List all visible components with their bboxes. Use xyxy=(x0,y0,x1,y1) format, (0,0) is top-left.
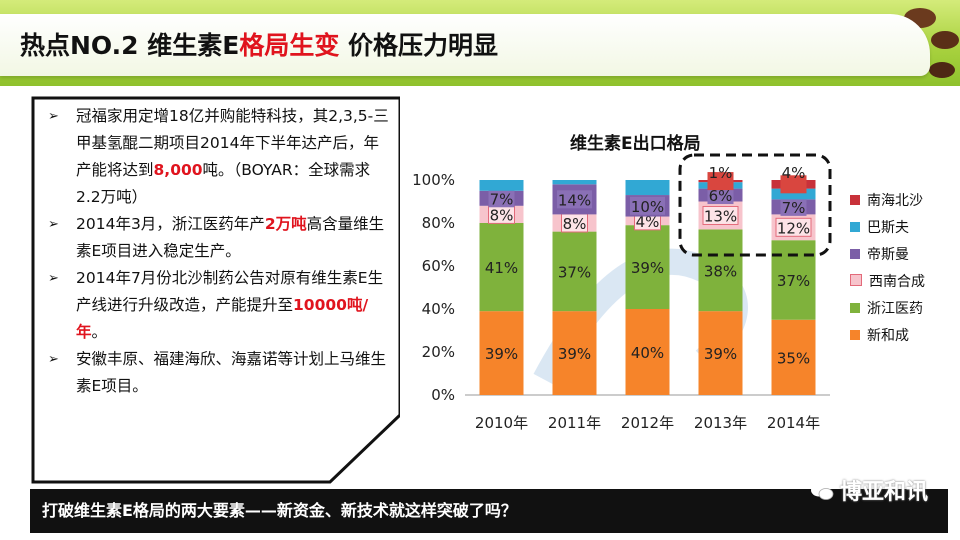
data-label: 39% xyxy=(704,345,737,363)
bar-segment xyxy=(552,231,597,312)
legend-item: 帝斯曼 xyxy=(850,247,925,274)
chat-bubble-icon xyxy=(810,483,834,500)
legend-swatch xyxy=(850,222,860,232)
legend-swatch xyxy=(850,249,860,259)
bar-segment xyxy=(479,311,524,395)
data-label-box xyxy=(780,175,807,194)
data-label: 39% xyxy=(558,345,591,363)
bar-segment xyxy=(552,311,597,395)
x-tick-label: 2012年 xyxy=(621,414,674,432)
legend-swatch xyxy=(850,330,860,340)
legend-item: 西南合成 xyxy=(850,274,925,301)
legend-item: 南海北沙 xyxy=(850,193,925,220)
legend-item: 新和成 xyxy=(850,328,925,355)
highlight-box xyxy=(678,153,832,257)
data-label-box xyxy=(488,189,515,208)
bar-segment xyxy=(479,180,524,191)
data-label: 39% xyxy=(631,259,664,277)
bar-segment xyxy=(771,319,816,395)
bar-segment xyxy=(479,223,524,312)
data-label: 1% xyxy=(709,164,733,182)
legend-label: 浙江医药 xyxy=(867,301,923,317)
data-label: 40% xyxy=(631,344,664,362)
watermark: 博亚和讯 xyxy=(810,474,928,506)
data-label: 6% xyxy=(709,187,733,205)
bullet-item: 2014年3月，浙江医药年产2万吨高含量维生素E项目进入稳定生产。 xyxy=(48,211,393,265)
data-label: 35% xyxy=(777,349,810,367)
chart-legend: 南海北沙巴斯夫帝斯曼西南合成浙江医药新和成 xyxy=(850,193,925,355)
stacked-bar-chart: 0%20%40%60%80%100%39%41%8%7%2010年39%37%8… xyxy=(412,153,832,432)
data-label: 13% xyxy=(704,207,737,225)
bullet-list: 冠福家用定增18亿并购能特科技，其2,3,5-三甲基氢醌二期项目2014年下半年… xyxy=(48,103,393,400)
data-label: 41% xyxy=(485,259,518,277)
legend-item: 浙江医药 xyxy=(850,301,925,328)
y-tick-label: 20% xyxy=(422,343,455,361)
legend-label: 巴斯夫 xyxy=(867,220,909,236)
data-label: 4% xyxy=(636,213,660,231)
data-label: 8% xyxy=(490,206,514,224)
data-label: 12% xyxy=(777,219,810,237)
data-label-box xyxy=(707,172,734,191)
data-label: 7% xyxy=(490,190,514,208)
page-title: 热点NO.2 维生素E格局生变 价格压力明显 xyxy=(20,31,499,60)
data-label-box xyxy=(557,190,592,209)
header-band: 热点NO.2 维生素E格局生变 价格压力明显 xyxy=(0,0,960,86)
y-tick-label: 60% xyxy=(422,257,455,275)
x-tick-label: 2014年 xyxy=(767,414,820,432)
bar-segment xyxy=(698,311,743,395)
data-label: 37% xyxy=(777,272,810,290)
data-label: 10% xyxy=(631,198,664,216)
bar-segment xyxy=(625,309,670,395)
y-tick-label: 80% xyxy=(422,214,455,232)
x-tick-label: 2011年 xyxy=(548,414,601,432)
data-label-box xyxy=(780,197,807,216)
data-label: 4% xyxy=(782,164,806,182)
bullet-item: 2014年7月份北沙制药公告对原有维生素E生产线进行升级改造，产能提升至1000… xyxy=(48,265,393,346)
data-label: 7% xyxy=(782,199,806,217)
legend-item: 巴斯夫 xyxy=(850,220,925,247)
legend-label: 帝斯曼 xyxy=(867,247,909,263)
bullet-item: 安徽丰原、福建海欣、海嘉诺等计划上马维生素E项目。 xyxy=(48,346,393,400)
data-label-box xyxy=(702,205,739,225)
legend-label: 南海北沙 xyxy=(867,193,923,209)
bar-segment xyxy=(552,180,597,185)
bar-segment xyxy=(625,225,670,309)
legend-swatch xyxy=(850,195,860,205)
data-label: 8% xyxy=(563,215,587,233)
data-label-box xyxy=(707,186,734,205)
bar-segment xyxy=(698,229,743,312)
data-label: 38% xyxy=(704,262,737,280)
data-label: 14% xyxy=(558,191,591,209)
x-tick-label: 2010年 xyxy=(475,414,528,432)
legend-label: 新和成 xyxy=(867,328,909,344)
bar-segment xyxy=(771,188,816,200)
data-label: 37% xyxy=(558,263,591,281)
bar-segment xyxy=(625,180,670,196)
y-tick-label: 40% xyxy=(422,300,455,318)
y-tick-label: 0% xyxy=(431,386,455,404)
data-label-box xyxy=(630,196,665,215)
legend-label: 西南合成 xyxy=(869,274,925,290)
bullet-item: 冠福家用定增18亿并购能特科技，其2,3,5-三甲基氢醌二期项目2014年下半年… xyxy=(48,103,393,211)
x-tick-label: 2013年 xyxy=(694,414,747,432)
legend-swatch xyxy=(850,274,862,286)
data-label-box xyxy=(775,217,812,237)
y-tick-label: 100% xyxy=(412,171,455,189)
bottom-banner: 打破维生素E格局的两大要素——新资金、新技术就这样突破了吗？ xyxy=(30,489,948,533)
data-label: 39% xyxy=(485,345,518,363)
legend-swatch xyxy=(850,303,860,313)
header-sheet xyxy=(0,14,930,76)
chart-title: 维生素E出口格局 xyxy=(570,134,701,154)
bar-segment xyxy=(771,240,816,320)
